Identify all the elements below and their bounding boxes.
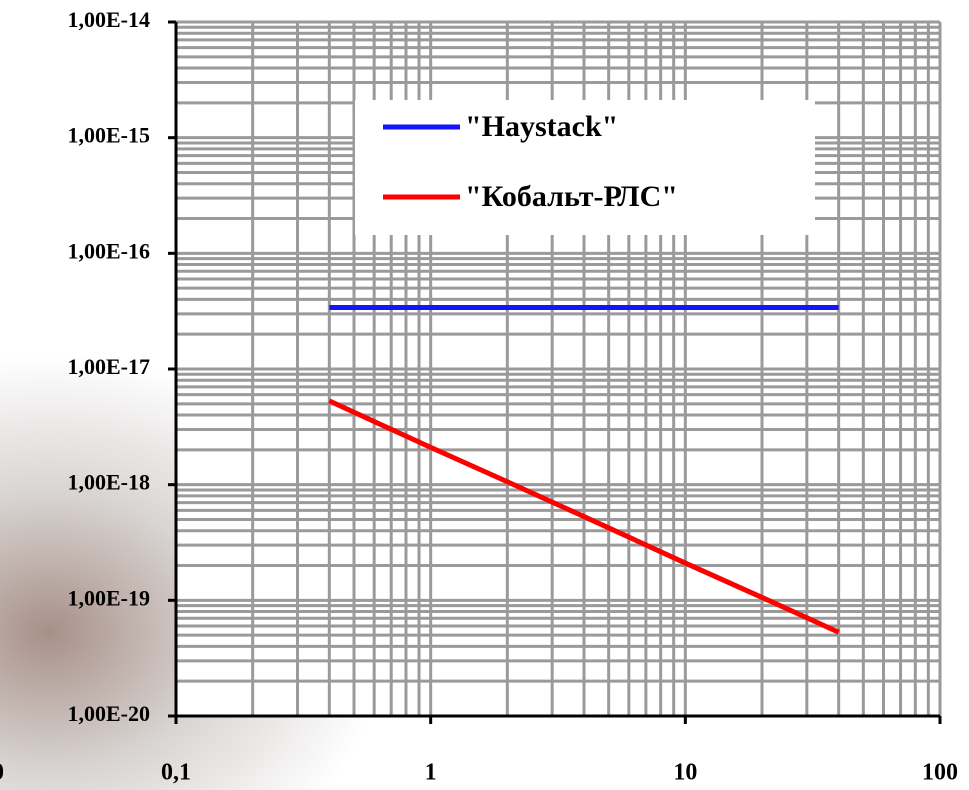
y-tick-label: 1,00E-18 xyxy=(68,470,151,495)
x-tick-label: 1 xyxy=(425,760,437,786)
legend: "Haystack" "Кобальт-РЛС" xyxy=(355,100,815,235)
legend-label: "Кобальт-РЛС" xyxy=(465,180,678,213)
legend-label: "Haystack" xyxy=(465,110,618,143)
y-tick-label: 1,00E-15 xyxy=(68,123,151,148)
x-axis-fragment: 0 xyxy=(0,760,4,786)
y-tick-label: 1,00E-17 xyxy=(68,354,151,379)
y-tick-label: 1,00E-16 xyxy=(68,238,151,263)
y-tick-label: 1,00E-20 xyxy=(68,701,151,726)
y-tick-label: 1,00E-19 xyxy=(68,585,151,610)
x-tick-label: 0,1 xyxy=(161,760,191,786)
axes: 1,00E-20 1,00E-19 1,00E-18 1,00E-17 1,00E-16… xyxy=(68,7,959,785)
marks xyxy=(328,305,840,635)
legend-box xyxy=(355,100,815,235)
series-line xyxy=(328,398,840,635)
x-tick-label: 100 xyxy=(922,760,958,786)
x-tick-label: 10 xyxy=(673,760,697,786)
y-tick-label: 1,00E-14 xyxy=(68,7,151,32)
